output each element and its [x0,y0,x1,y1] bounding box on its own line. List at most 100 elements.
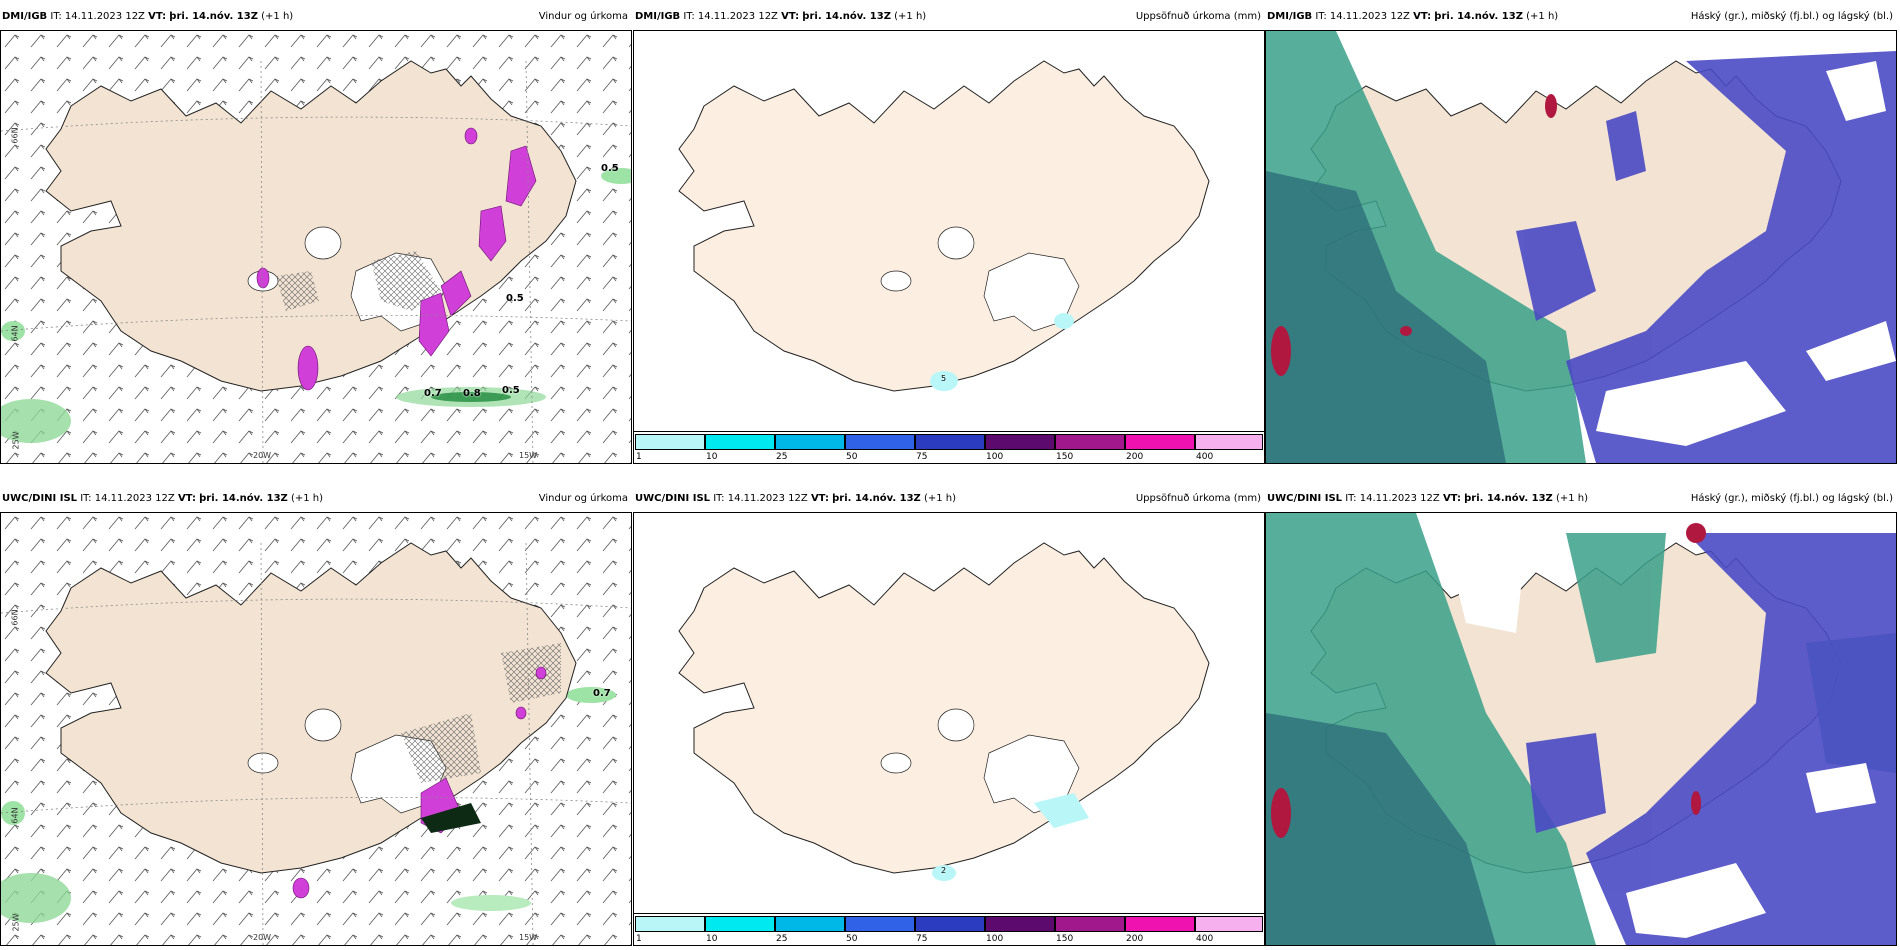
colorbar-swatch [985,916,1055,932]
low-cloud-shading [1526,533,1896,945]
valid-time: þri. 14.nóv. 13Z [802,11,891,22]
init-time: 14.11.2023 12Z [1329,11,1410,22]
colorbar-tick: 50 [846,452,858,462]
panel-header: UWC/DINI ISL IT: 14.11.2023 12Z VT: þri.… [633,491,1265,507]
grid-lines [1,542,631,945]
panel-dmi-wind-precip: DMI/IGB IT: 14.11.2023 12Z VT: þri. 14.n… [0,0,632,465]
lead-time: (+1 h) [290,493,324,504]
colorbar-swatch [1195,916,1263,932]
panel-uwc-accum-precip: UWC/DINI ISL IT: 14.11.2023 12Z VT: þri.… [633,482,1265,947]
colorbar-swatch [1195,434,1263,450]
map-frame [1265,512,1897,946]
product-title: Vindur og úrkoma [538,11,628,22]
vt-label: VT: [148,11,167,22]
colorbar-swatch [705,434,775,450]
precip-value-label: 0.7 [424,388,442,399]
hatched-areas [276,251,441,311]
panel-header: DMI/IGB IT: 14.11.2023 12Z VT: þri. 14.n… [0,9,632,25]
it-label: IT: [1315,11,1327,22]
colorbar-tick: 1 [636,452,642,462]
cloud-gaps [1446,543,1876,938]
cloud-gaps [1596,61,1896,446]
panel-header: UWC/DINI ISL IT: 14.11.2023 12Z VT: þri.… [0,491,632,507]
colorbar-tick: 100 [986,934,1004,944]
colorbar-swatch [635,916,705,932]
vt-label: VT: [1413,11,1432,22]
colorbar-swatch [845,916,915,932]
lon-label: 15W [519,451,538,460]
model-name: DMI/IGB [1267,11,1313,22]
glaciers [880,708,1080,814]
mid-cloud-shading [1266,713,1496,945]
precip-shading [932,793,1089,881]
wind-precip-map [1,513,631,945]
colorbar-swatch [1055,916,1125,932]
lead-time: (+1 h) [923,493,957,504]
accum-value-label: 2 [941,866,947,875]
colorbar: 1 10 25 50 75 100 150 200 400 [634,431,1264,463]
product-title: Uppsöfnuð úrkoma (mm) [1135,11,1261,22]
colorbar-swatch [635,434,705,450]
panel-uwc-clouds: UWC/DINI ISL IT: 14.11.2023 12Z VT: þri.… [1265,482,1897,947]
init-time: 14.11.2023 12Z [94,493,175,504]
lon-label: 20W [253,933,272,942]
it-label: IT: [1345,493,1357,504]
colorbar-tick: 200 [1126,452,1144,462]
panel-uwc-wind-precip: UWC/DINI ISL IT: 14.11.2023 12Z VT: þri.… [0,482,632,947]
grid-lines [1,60,631,463]
red-cloud-spots [1271,94,1557,376]
vt-label: VT: [781,11,800,22]
colorbar-tick: 200 [1126,934,1144,944]
product-title: Vindur og úrkoma [538,493,628,504]
lon-label: 25W [11,913,21,932]
valid-time: þri. 14.nóv. 13Z [1464,493,1553,504]
product-title: Háský (gr.), miðský (fj.bl.) og lágský (… [1690,493,1893,504]
cloud-map [1266,513,1896,945]
red-cloud-spots [1271,523,1706,838]
lat-label: 64N [10,325,20,342]
colorbar-swatch [1125,916,1195,932]
init-time: 14.11.2023 12Z [727,493,808,504]
it-label: IT: [80,493,92,504]
product-title: Uppsöfnuð úrkoma (mm) [1135,493,1261,504]
precip-shading [930,313,1074,391]
glaciers [880,226,1080,332]
model-name: DMI/IGB [2,11,48,22]
colorbar: 1 10 25 50 75 100 150 200 400 [634,913,1264,945]
map-frame: 2 1 10 25 50 75 100 150 200 400 [633,512,1265,946]
vt-label: VT: [1442,493,1461,504]
colorbar-swatch [775,434,845,450]
colorbar-tick: 10 [706,452,718,462]
model-name: DMI/IGB [635,11,681,22]
map-frame [1265,30,1897,464]
lead-time: (+1 h) [894,11,927,22]
map-frame: 66N 64N 25W 20W 15W 0.5 0.5 0.7 0.8 0.5 [0,30,632,464]
lat-label: 66N [10,609,20,626]
colorbar-tick: 10 [706,934,718,944]
panel-dmi-clouds: DMI/IGB IT: 14.11.2023 12Z VT: þri. 14.n… [1265,0,1897,465]
init-time: 14.11.2023 12Z [1359,493,1440,504]
wind-precip-map [1,31,631,463]
valid-time: þri. 14.nóv. 13Z [199,493,288,504]
colorbar-swatch [845,434,915,450]
panel-header: UWC/DINI ISL IT: 14.11.2023 12Z VT: þri.… [1265,491,1897,507]
colorbar-tick: 400 [1196,934,1214,944]
colorbar-tick: 50 [846,934,858,944]
it-label: IT: [50,11,62,22]
colorbar-tick: 25 [776,934,788,944]
lon-label: 15W [519,933,538,942]
colorbar-tick: 75 [916,452,928,462]
model-name: UWC/DINI ISL [1267,493,1343,504]
cloud-map [1266,31,1896,463]
iceland-landmass [678,60,1210,392]
colorbar-tick: 75 [916,934,928,944]
init-time: 14.11.2023 12Z [64,11,145,22]
precip-value-label: 0.5 [601,163,619,174]
dark-precip-core [421,803,481,833]
model-name: UWC/DINI ISL [2,493,78,504]
colorbar-tick: 1 [636,934,642,944]
colorbar-swatch [985,434,1055,450]
accum-value-label: 5 [941,374,947,383]
colorbar-swatch [1125,434,1195,450]
lead-time: (+1 h) [261,11,294,22]
